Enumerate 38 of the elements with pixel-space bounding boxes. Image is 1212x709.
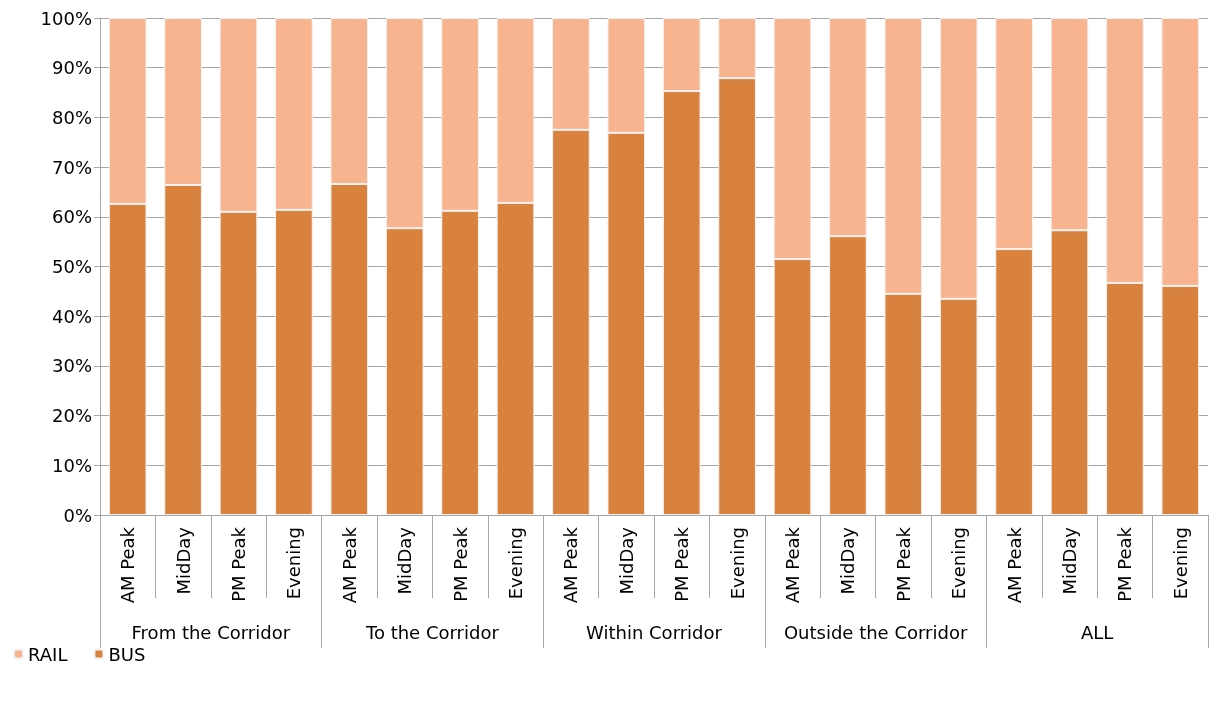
- y-tick-label: 0%: [63, 504, 92, 526]
- y-tick-label: 50%: [51, 256, 92, 277]
- x-tick-label: MidDay: [615, 526, 637, 595]
- y-tick-label: 30%: [51, 355, 92, 377]
- x-tick-label: PM Peak: [449, 526, 471, 602]
- y-tick-label: 70%: [51, 156, 92, 178]
- text: Outside the Corridor: [783, 621, 968, 643]
- text: ALL: [1081, 621, 1114, 643]
- y-tick-label: 100%: [40, 7, 92, 29]
- x-tick-label: PM Peak: [1114, 526, 1136, 602]
- x-tick-label: Evening: [283, 527, 305, 600]
- x-tick-label: AM Peak: [782, 526, 803, 604]
- x-tick-label: AM Peak: [560, 526, 582, 604]
- x-tick-label: PM Peak: [892, 526, 914, 602]
- legend-label: RAIL: [28, 643, 68, 665]
- x-tick-label: MidDay: [1059, 526, 1080, 595]
- text: From the Corridor: [131, 621, 291, 643]
- x-tick-label: MidDay: [172, 526, 194, 595]
- y-tick-label: 90%: [51, 57, 92, 79]
- x-tick-label: PM Peak: [671, 526, 693, 602]
- y-tick-label: 40%: [51, 305, 92, 327]
- x-tick-label: MidDay: [837, 526, 859, 595]
- y-tick-label: 20%: [51, 405, 92, 427]
- x-tick-label: Evening: [948, 527, 970, 600]
- x-tick-label: AM Peak: [338, 526, 360, 604]
- x-tick-label: Evening: [1169, 527, 1191, 600]
- x-tick-label: Evening: [726, 527, 748, 600]
- x-tick-label: PM Peak: [228, 526, 249, 602]
- text: Within Corridor: [586, 621, 723, 643]
- x-tick-label: AM Peak: [1003, 526, 1025, 604]
- y-tick-label: 80%: [51, 106, 92, 128]
- x-tick-label: MidDay: [394, 526, 416, 595]
- y-tick-label: 60%: [51, 206, 92, 228]
- legend-label: BUS: [108, 643, 146, 665]
- text: To the Corridor: [364, 621, 500, 643]
- y-tick-label: 10%: [51, 454, 92, 476]
- x-tick-label: AM Peak: [117, 526, 139, 604]
- x-tick-label: Evening: [505, 527, 526, 600]
